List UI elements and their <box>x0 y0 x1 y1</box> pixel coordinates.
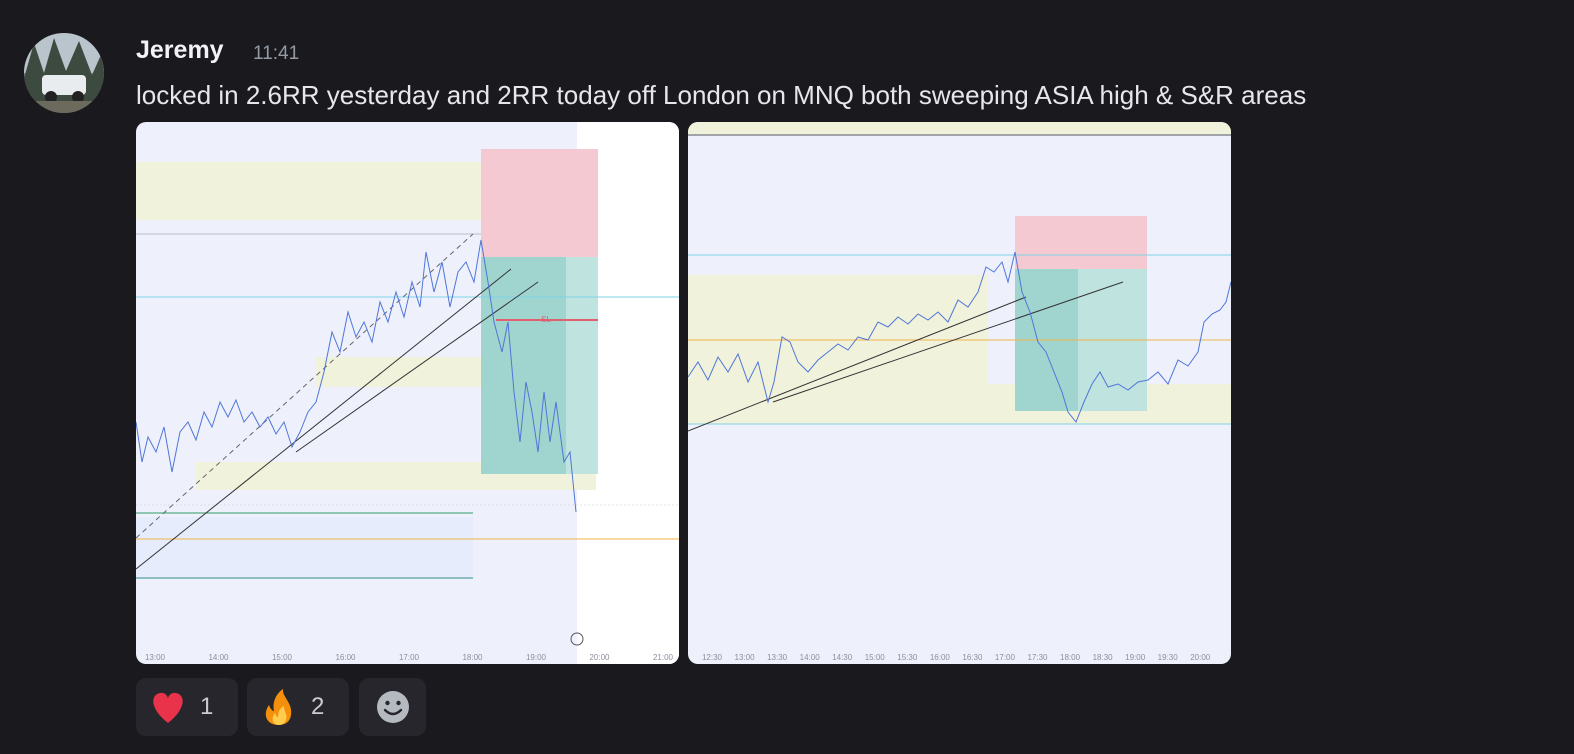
x-axis-label: 20:00 <box>589 653 610 662</box>
author-name[interactable]: Jeremy <box>136 36 224 64</box>
heart-icon <box>153 692 183 723</box>
x-axis-label: 13:30 <box>767 653 788 662</box>
timestamp: 11:41 <box>253 43 300 64</box>
x-axis-label: 19:00 <box>1125 653 1146 662</box>
x-axis-label: 19:00 <box>526 653 547 662</box>
avatar[interactable] <box>24 33 104 113</box>
x-axis-label: 20:00 <box>1190 653 1211 662</box>
x-axis-label: 19:30 <box>1158 653 1179 662</box>
x-axis-label: 15:00 <box>272 653 293 662</box>
x-axis-label: 18:00 <box>462 653 483 662</box>
message-text: locked in 2.6RR yesterday and 2RR today … <box>136 80 1307 110</box>
add-reaction-icon <box>376 691 409 723</box>
x-axis-label: 18:00 <box>1060 653 1081 662</box>
x-axis-label: 13:00 <box>145 653 166 662</box>
reaction[interactable]: 1 <box>136 678 238 736</box>
fire-icon <box>265 689 292 725</box>
x-axis-label: 21:00 <box>653 653 674 662</box>
x-axis-label: 16:30 <box>962 653 983 662</box>
x-axis-label: 12:30 <box>702 653 723 662</box>
x-axis-label: 16:00 <box>335 653 356 662</box>
add-reaction[interactable] <box>359 678 426 736</box>
x-axis-label: 17:00 <box>995 653 1016 662</box>
x-axis-label: 13:00 <box>735 653 756 662</box>
x-axis-label: 17:00 <box>399 653 420 662</box>
x-axis-label: 18:30 <box>1093 653 1114 662</box>
x-axis-label: 16:00 <box>930 653 951 662</box>
chart-screenshot: 12:30 13:00 13:30 14:00 14:30 15:00 15:30 16:00… <box>688 122 1231 664</box>
x-axis-label: 14:00 <box>208 653 229 662</box>
x-axis-label: 14:00 <box>800 653 821 662</box>
chart-screenshot: SL 13:00 14:00 15:00 16:00 17:00 18:00 19:00 20… <box>136 122 679 664</box>
avatar-image <box>24 33 104 113</box>
x-axis-label: 15:30 <box>897 653 918 662</box>
chart-image[interactable]: SL 13:00 14:00 15:00 16:00 17:00 18:00 19:00 20… <box>136 122 679 664</box>
x-axis-label: 14:30 <box>832 653 853 662</box>
x-axis-label: 17:30 <box>1027 653 1048 662</box>
sl-label: SL <box>541 315 551 324</box>
x-axis-label: 15:00 <box>865 653 886 662</box>
reaction-count: 2 <box>311 693 325 720</box>
reaction[interactable]: 2 <box>247 678 349 736</box>
reaction-count: 1 <box>200 693 214 720</box>
chart-image[interactable]: 12:30 13:00 13:30 14:00 14:30 15:00 15:30 16:00… <box>688 122 1231 664</box>
